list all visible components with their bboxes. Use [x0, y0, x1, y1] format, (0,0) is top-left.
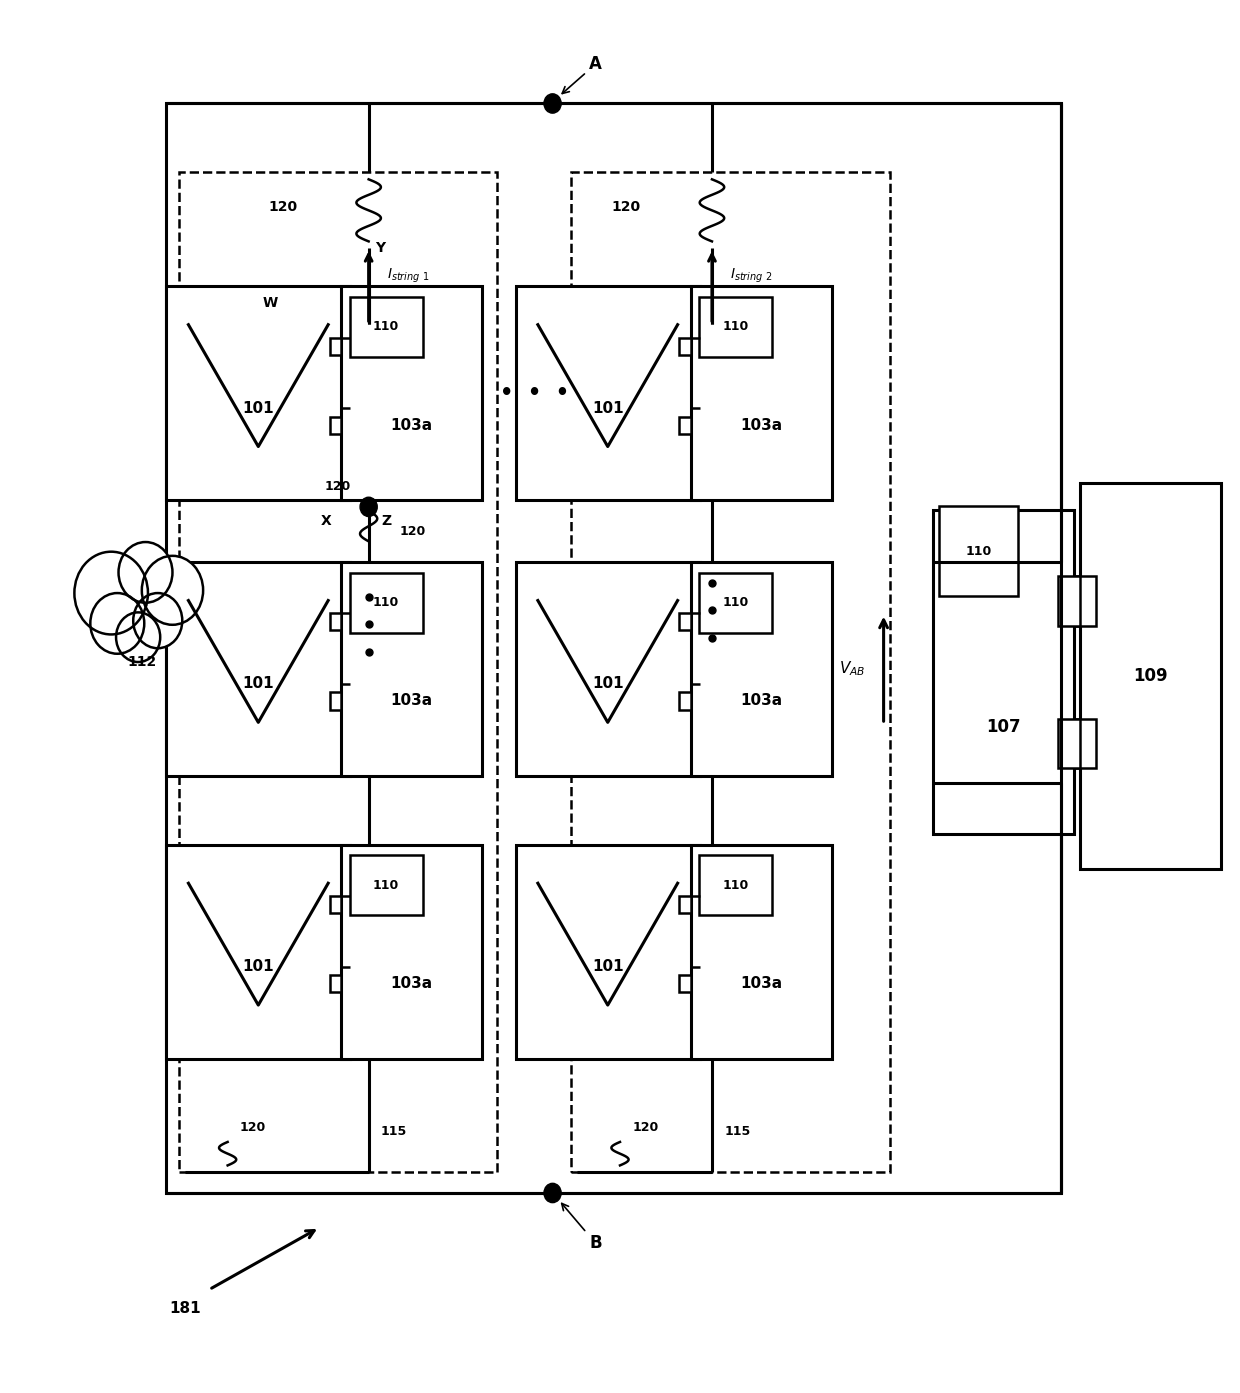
- Text: 103a: 103a: [391, 694, 433, 709]
- Bar: [330, 613, 341, 631]
- Bar: [680, 613, 691, 631]
- Text: 103a: 103a: [391, 418, 433, 433]
- Circle shape: [91, 593, 144, 653]
- Text: 181: 181: [169, 1301, 201, 1315]
- Text: $I_{string\ 2}$: $I_{string\ 2}$: [730, 266, 773, 286]
- Bar: [330, 896, 341, 914]
- Bar: [341, 286, 482, 500]
- Text: 110: 110: [723, 596, 749, 609]
- Bar: [166, 561, 350, 776]
- Bar: [166, 286, 350, 500]
- Bar: [680, 417, 691, 433]
- Bar: [691, 561, 832, 776]
- Circle shape: [117, 613, 160, 662]
- Text: 115: 115: [724, 1124, 750, 1138]
- Circle shape: [74, 552, 148, 634]
- Text: A: A: [562, 54, 603, 93]
- Text: 120: 120: [611, 201, 641, 215]
- Bar: [680, 975, 691, 992]
- Bar: [939, 506, 1018, 596]
- Bar: [330, 692, 341, 709]
- Text: 103a: 103a: [740, 418, 782, 433]
- Bar: [1074, 719, 1096, 769]
- Bar: [330, 337, 341, 355]
- Text: 103a: 103a: [740, 694, 782, 709]
- Bar: [570, 173, 890, 1173]
- Bar: [341, 561, 482, 776]
- Text: 110: 110: [723, 320, 749, 333]
- Bar: [330, 417, 341, 433]
- Text: 101: 101: [243, 960, 274, 974]
- Text: 107: 107: [986, 719, 1021, 737]
- Text: $V_{AB}$: $V_{AB}$: [838, 659, 866, 678]
- Bar: [166, 844, 350, 1059]
- Bar: [350, 855, 423, 915]
- Text: 103a: 103a: [391, 976, 433, 992]
- Bar: [699, 297, 773, 357]
- Text: Y: Y: [374, 241, 384, 255]
- Bar: [341, 844, 482, 1059]
- Text: 110: 110: [373, 879, 399, 892]
- Text: 110: 110: [373, 596, 399, 609]
- Text: 120: 120: [268, 201, 298, 215]
- Bar: [699, 855, 773, 915]
- Bar: [1058, 577, 1080, 625]
- Bar: [1074, 577, 1096, 625]
- Circle shape: [119, 542, 172, 603]
- Bar: [932, 510, 1074, 834]
- Text: 120: 120: [399, 525, 425, 538]
- Bar: [1058, 719, 1080, 769]
- Text: X: X: [321, 514, 332, 528]
- Text: 101: 101: [591, 401, 624, 415]
- Bar: [166, 103, 1061, 1192]
- Text: 101: 101: [243, 401, 274, 415]
- Bar: [1080, 483, 1221, 869]
- Circle shape: [360, 497, 377, 517]
- Text: 115: 115: [381, 1124, 407, 1138]
- Text: Z: Z: [381, 514, 391, 528]
- Text: B: B: [562, 1204, 601, 1252]
- Text: 101: 101: [591, 677, 624, 691]
- Bar: [680, 337, 691, 355]
- Text: 120: 120: [325, 481, 351, 493]
- Circle shape: [544, 1183, 562, 1202]
- Circle shape: [544, 93, 562, 113]
- Bar: [516, 844, 699, 1059]
- Bar: [680, 896, 691, 914]
- Bar: [680, 692, 691, 709]
- Bar: [516, 561, 699, 776]
- Text: 101: 101: [243, 677, 274, 691]
- Text: $I_{string\ 1}$: $I_{string\ 1}$: [387, 266, 429, 286]
- Text: 109: 109: [1133, 667, 1168, 685]
- Bar: [699, 573, 773, 632]
- Bar: [691, 844, 832, 1059]
- Text: 110: 110: [723, 879, 749, 892]
- Bar: [179, 173, 497, 1173]
- Bar: [691, 286, 832, 500]
- Bar: [330, 975, 341, 992]
- Text: •  •  •: • • •: [500, 383, 569, 403]
- Text: 120: 120: [239, 1121, 267, 1134]
- Text: 101: 101: [591, 960, 624, 974]
- Text: 120: 120: [632, 1121, 658, 1134]
- Text: 110: 110: [373, 320, 399, 333]
- Text: W: W: [263, 297, 278, 311]
- Circle shape: [133, 593, 182, 648]
- Text: 112: 112: [128, 655, 156, 669]
- Bar: [516, 286, 699, 500]
- Bar: [350, 297, 423, 357]
- Bar: [350, 573, 423, 632]
- Text: 110: 110: [966, 545, 992, 557]
- Circle shape: [141, 556, 203, 625]
- Text: 103a: 103a: [740, 976, 782, 992]
